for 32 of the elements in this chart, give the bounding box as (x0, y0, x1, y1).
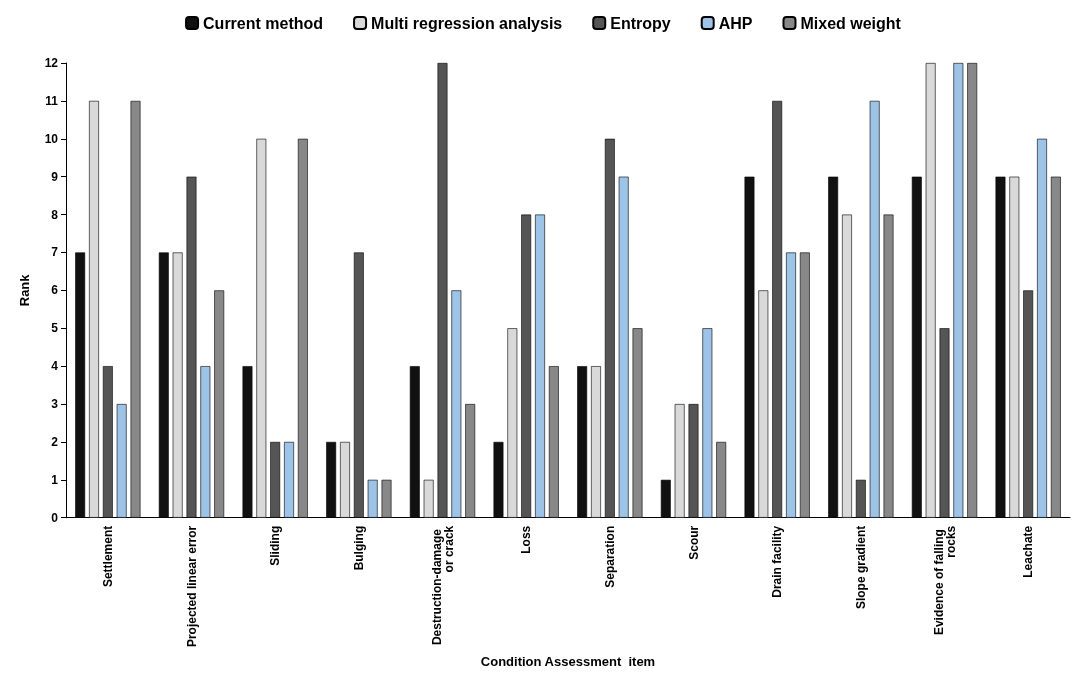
x-tick-label: Leachate (1021, 525, 1036, 578)
x-tick-label: Evidence of falling rocks (931, 525, 958, 636)
legend-label: Multi regression analysis (371, 14, 563, 32)
x-tick-label: Projected linear error (184, 525, 199, 648)
legend-label: Mixed weight (800, 14, 902, 32)
x-tick-label: Destruction-damage or crack (429, 525, 456, 646)
y-tick-label: 0 (51, 510, 59, 525)
y-tick-label: 5 (51, 321, 59, 336)
legend-label: Entropy (610, 14, 671, 32)
x-tick-label: Loss (519, 525, 534, 554)
y-tick-label: 4 (51, 359, 59, 374)
y-axis-title: Rank (17, 273, 32, 307)
legend-label: AHP (718, 14, 753, 32)
y-tick-label: 9 (51, 169, 59, 184)
x-tick-label: Bulging (351, 525, 366, 571)
y-tick-label: 8 (51, 207, 59, 222)
legend-label: Current method (203, 14, 324, 32)
y-tick-label: 10 (44, 131, 59, 146)
x-tick-label: Drain facility (770, 525, 785, 598)
x-tick-label: Sliding (268, 525, 283, 566)
y-tick-label: 7 (51, 245, 59, 260)
x-tick-label: Separation (602, 525, 617, 588)
x-tick-label: Scour (686, 525, 701, 560)
x-tick-label: Slope gradient (853, 525, 868, 610)
y-tick-label: 6 (51, 283, 59, 298)
y-tick-label: 12 (44, 56, 59, 70)
x-tick-label: Settlement (100, 525, 115, 588)
y-tick-label: 3 (51, 397, 59, 412)
y-tick-label: 1 (51, 472, 59, 487)
y-tick-label: 2 (51, 434, 59, 449)
x-axis-title: Condition Assessment item (480, 654, 656, 669)
y-tick-label: 11 (45, 93, 59, 108)
